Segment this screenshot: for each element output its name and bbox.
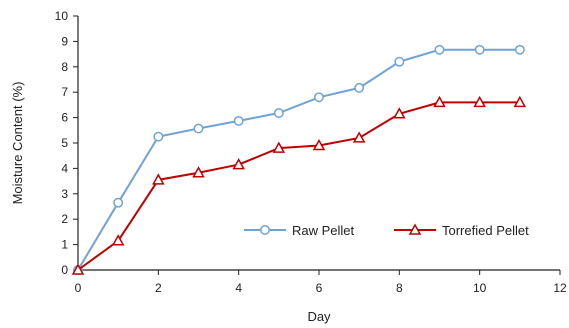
data-point: [152, 173, 165, 185]
x-tick-label: 4: [235, 281, 242, 295]
y-tick-label: 5: [61, 136, 68, 150]
data-point: [113, 197, 124, 208]
data-point: [232, 158, 245, 170]
series-layer: [71, 44, 527, 275]
series-1: [71, 95, 527, 275]
x-axis-title: Day: [307, 309, 331, 324]
data-point: [233, 115, 244, 126]
x-tick-label: 8: [396, 281, 403, 295]
data-point: [474, 44, 485, 55]
x-tick-label: 12: [553, 281, 567, 295]
data-point: [473, 95, 486, 108]
x-tick-label: 6: [316, 281, 323, 295]
series-line: [77, 48, 520, 271]
data-point: [193, 123, 204, 134]
legend-marker: [408, 223, 422, 235]
y-tick-label: 2: [61, 212, 68, 226]
data-point: [314, 92, 324, 103]
y-tick-label: 10: [55, 9, 69, 23]
data-point: [354, 82, 365, 93]
y-tick-label: 1: [61, 238, 68, 252]
data-point: [393, 107, 406, 119]
legend-label: Torrefied Pellet: [442, 223, 529, 238]
y-tick-label: 0: [61, 263, 68, 277]
data-point: [111, 234, 125, 246]
data-point: [71, 263, 85, 275]
legend: Raw Pellet Torrefied Pellet: [236, 215, 548, 245]
y-tick-label: 7: [61, 85, 68, 99]
x-tick-label: 0: [75, 281, 82, 295]
data-point: [352, 131, 366, 143]
y-tick-label: 4: [61, 161, 68, 175]
data-point: [433, 95, 446, 108]
data-point: [312, 138, 326, 151]
data-point: [513, 95, 527, 108]
y-tick-label: 9: [61, 34, 68, 48]
x-tick-label: 2: [155, 281, 162, 295]
y-tick-label: 3: [61, 187, 68, 201]
series-line: [77, 101, 520, 271]
y-axis-title: Moisture Content (%): [10, 82, 25, 205]
data-point: [394, 56, 405, 67]
x-tick-label: 10: [473, 281, 487, 295]
legend-label: Raw Pellet: [292, 223, 355, 238]
data-point: [153, 131, 164, 142]
y-tick-label: 6: [61, 111, 68, 125]
data-point: [273, 108, 284, 118]
data-point: [434, 44, 445, 55]
y-tick-label: 8: [61, 60, 68, 74]
data-point: [514, 44, 525, 55]
legend-box: [236, 215, 548, 245]
data-point: [192, 166, 205, 178]
legend-marker: [260, 225, 270, 235]
data-point: [272, 141, 286, 153]
series-0: [73, 44, 525, 275]
